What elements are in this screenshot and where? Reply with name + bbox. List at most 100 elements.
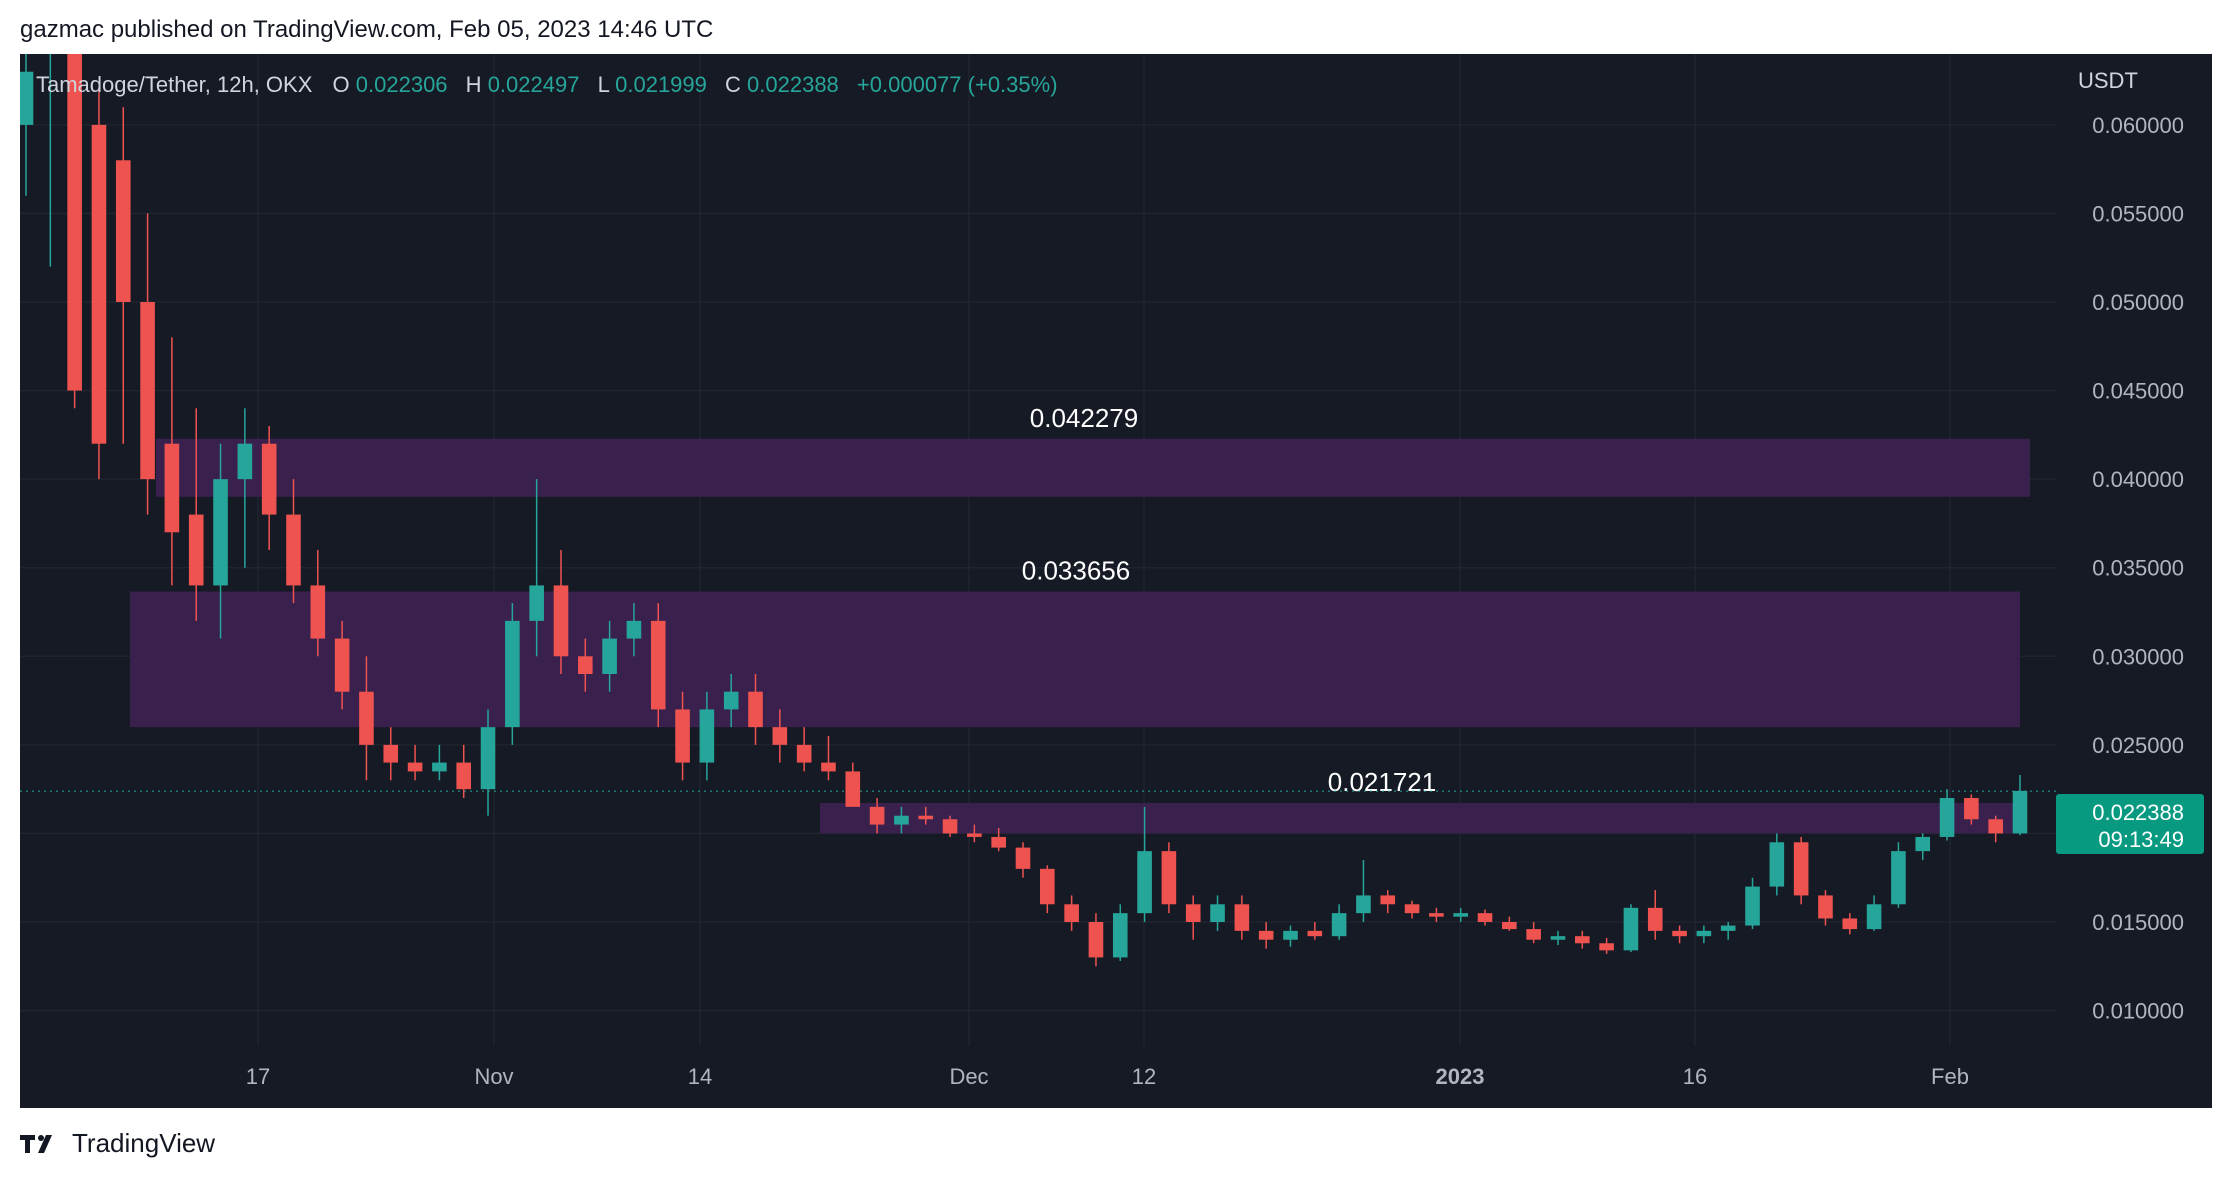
y-tick-label: 0.010000 — [2092, 999, 2184, 1024]
x-tick-label: 16 — [1683, 1064, 1707, 1089]
candle — [894, 806, 909, 834]
price-zones: 0.042279 0.033656 0.021721 — [130, 403, 2030, 834]
candle — [1258, 922, 1274, 949]
candle-body — [1696, 930, 1712, 937]
candle — [20, 54, 34, 196]
candle-body — [553, 585, 569, 657]
candle-body — [1988, 819, 2003, 834]
candle — [577, 638, 593, 692]
candle — [1210, 895, 1225, 931]
y-tick-label: 0.040000 — [2092, 467, 2184, 492]
candle-body — [407, 762, 423, 772]
candle-body — [359, 691, 374, 745]
candle-body — [1915, 836, 1931, 852]
candle-body — [602, 638, 617, 674]
candle — [407, 744, 423, 781]
price-zone — [820, 802, 2020, 834]
candle — [1088, 913, 1104, 967]
y-tick-label: 0.045000 — [2092, 379, 2184, 404]
published-line: gazmac published on TradingView.com, Feb… — [20, 16, 714, 43]
candle — [1283, 925, 1298, 947]
candle — [723, 674, 739, 728]
candlestick-chart[interactable]: 0.042279 0.033656 0.021721 0.060000 0.05500… — [20, 54, 2212, 1108]
candle — [1939, 789, 1955, 841]
candle — [1793, 836, 1809, 905]
legend-symbol: Tamadoge/Tether, 12h, OKX — [36, 72, 313, 97]
candle — [699, 691, 715, 781]
candle — [480, 709, 496, 816]
candle-body — [675, 709, 690, 763]
x-tick-label: Nov — [474, 1064, 513, 1089]
candle-body — [1015, 847, 1031, 869]
candle — [1964, 794, 1979, 825]
legend-open-value: 0.022306 — [356, 72, 448, 97]
candle — [1453, 907, 1469, 922]
chart-panel[interactable]: 0.042279 0.033656 0.021721 0.060000 0.05500… — [20, 54, 2212, 1108]
candle-body — [1210, 904, 1225, 922]
candle — [1185, 895, 1201, 940]
candle — [991, 828, 1006, 852]
price-zone — [156, 438, 2030, 497]
candle — [2012, 774, 2028, 836]
time-axis[interactable]: 17 Nov 14 Dec 12 2023 16 Feb — [246, 1064, 1969, 1089]
candle-body — [1672, 930, 1687, 937]
candle — [1112, 904, 1128, 961]
candle — [67, 54, 82, 409]
candle — [456, 744, 472, 798]
y-tick-label: 0.035000 — [2092, 556, 2184, 581]
candle-body — [286, 514, 301, 586]
candle — [1891, 842, 1906, 908]
candle-body — [1356, 895, 1371, 914]
candle — [1307, 922, 1323, 940]
zone-label: 0.021721 — [1328, 767, 1436, 797]
candle-body — [1404, 904, 1420, 914]
candle-body — [821, 762, 836, 772]
candle-body — [334, 638, 350, 692]
candle-body — [1502, 922, 1517, 930]
candle-body — [869, 806, 885, 825]
legend-open-label: O — [333, 72, 350, 97]
candle-body — [1745, 886, 1760, 926]
candle-body — [237, 443, 253, 480]
candle — [967, 824, 982, 843]
candle-body — [1258, 930, 1274, 940]
y-tick-label: 0.030000 — [2092, 644, 2184, 669]
candle-body — [91, 124, 107, 444]
candle — [772, 709, 788, 763]
candle — [91, 89, 107, 480]
candle-body — [432, 762, 447, 772]
candle-body — [1331, 913, 1347, 937]
candle — [1866, 895, 1882, 931]
candle — [1647, 890, 1663, 940]
candle-body — [723, 691, 739, 710]
candle — [188, 408, 204, 621]
currency-label: USDT — [2078, 68, 2138, 93]
candle-body — [383, 744, 399, 763]
candle — [1331, 904, 1347, 940]
legend-close-label: C — [725, 72, 741, 97]
candle-body — [967, 833, 982, 837]
candle-body — [1429, 913, 1444, 917]
candle — [1015, 842, 1031, 878]
candle — [1161, 842, 1177, 914]
candle — [1574, 930, 1590, 949]
candle-body — [1161, 851, 1177, 905]
candle — [1502, 916, 1517, 931]
candle — [115, 107, 131, 444]
candle — [626, 603, 642, 657]
candle-body — [1964, 798, 1979, 820]
candle-body — [1818, 895, 1833, 919]
legend-high-value: 0.022497 — [488, 72, 580, 97]
zone-label: 0.042279 — [1030, 403, 1138, 433]
candle-body — [310, 585, 326, 639]
bar-countdown: 09:13:49 — [2098, 827, 2184, 852]
candle-body — [845, 771, 861, 807]
candle-body — [1891, 851, 1906, 905]
last-price-badge: 0.022388 09:13:49 — [2056, 794, 2204, 854]
candle-body — [261, 443, 277, 515]
candle-body — [918, 815, 934, 820]
candle — [1137, 806, 1152, 922]
candle — [310, 550, 326, 657]
candle — [553, 550, 569, 674]
x-tick-label: 12 — [1132, 1064, 1156, 1089]
